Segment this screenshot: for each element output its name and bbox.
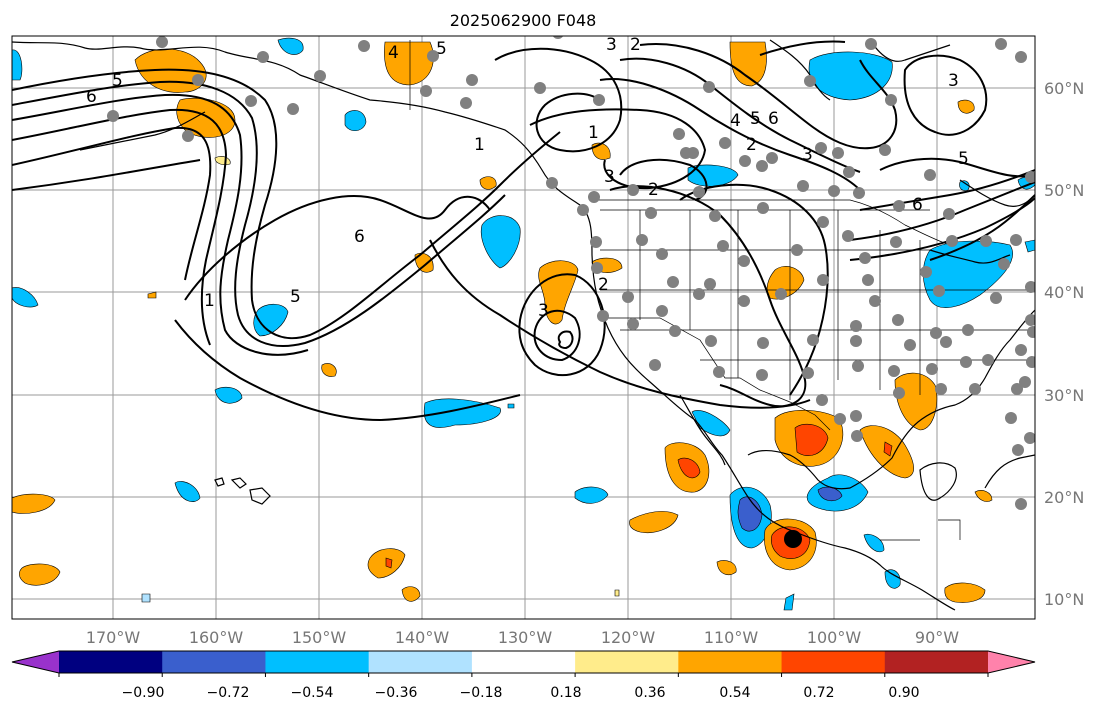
contour-label: 1: [588, 123, 599, 143]
lon-label: 130°W: [498, 628, 553, 647]
contour-label: 3: [604, 167, 615, 187]
colorbar-labels: −0.90 −0.72 −0.54 −0.36 −0.18 0.18 0.36 …: [122, 685, 920, 701]
contour-label: 5: [958, 149, 969, 169]
contour-label: 2: [630, 35, 641, 55]
colorbar-tick-label: 0.36: [634, 685, 665, 701]
lat-label: 40°N: [1044, 283, 1084, 302]
colorbar-extend-high: [988, 651, 1035, 673]
plot-frame: [11, 35, 1036, 620]
lat-label: 30°N: [1044, 386, 1084, 405]
colorbar-tick-label: −0.72: [207, 685, 250, 701]
lat-label: 60°N: [1044, 79, 1084, 98]
contour-label: 1: [474, 135, 485, 155]
contour-label: 3: [948, 71, 959, 91]
shaded-field: [12, 37, 1035, 611]
lat-label: 20°N: [1044, 488, 1084, 507]
colorbar-segment: [265, 651, 370, 673]
lat-label: 50°N: [1044, 181, 1084, 200]
lon-label: 100°W: [807, 628, 862, 647]
contour-labels: 6 5 4 5 3 2 1 3 2 3 4 5 6 3 6 1 5 2 3 5 …: [86, 35, 969, 321]
contour-label: 2: [746, 135, 757, 155]
colorbar-segment: [368, 651, 473, 673]
contour-label: 3: [802, 145, 813, 165]
contour-label: 6: [86, 87, 97, 107]
map-area: 6 5 4 5 3 2 1 3 2 3 4 5 6 3 6 1 5 2 3 5 …: [12, 35, 1035, 619]
contour-label: 3: [606, 35, 617, 55]
colorbar-tick-label: 0.90: [888, 685, 919, 701]
gridlines: [12, 36, 1035, 619]
colorbar-segment: [781, 651, 886, 673]
contour-label: 2: [648, 180, 659, 200]
contour-label: 4: [388, 43, 399, 63]
colorbar-segment: [575, 651, 679, 673]
colorbar-tick-label: 0.72: [803, 685, 834, 701]
lon-label: 160°W: [189, 628, 244, 647]
lon-label: 140°W: [395, 628, 450, 647]
colorbar-tick-label: −0.54: [291, 685, 334, 701]
latitude-labels: 60°N 50°N 40°N 30°N 20°N 10°N: [1044, 79, 1084, 609]
longitude-labels: 170°W 160°W 150°W 140°W 130°W 120°W 110°…: [86, 628, 959, 647]
contour-label: 1: [204, 291, 215, 311]
contour-label: 5: [290, 287, 301, 307]
colorbar-segment: [59, 651, 163, 673]
contour-label: 2: [598, 275, 609, 295]
contour-label: 5: [112, 71, 123, 91]
colorbar-segment: [162, 651, 266, 673]
contour-label: 6: [912, 195, 923, 215]
colorbar-extend-low: [12, 651, 59, 673]
contour-label: 5: [750, 109, 761, 129]
lat-label: 10°N: [1044, 590, 1084, 609]
colorbar-tick-label: −0.18: [460, 685, 503, 701]
colorbar-tick-label: 0.54: [719, 685, 750, 701]
colorbar-segment: [471, 651, 576, 673]
storm-marker: [784, 530, 802, 548]
coastlines: [12, 39, 1035, 611]
colorbar-tick-label: −0.36: [375, 685, 418, 701]
lon-label: 150°W: [292, 628, 347, 647]
lon-label: 170°W: [86, 628, 141, 647]
contour-label: 4: [730, 111, 741, 131]
contour-label: 6: [768, 109, 779, 129]
contours: [12, 40, 1035, 422]
lon-label: 110°W: [704, 628, 759, 647]
contour-label: 5: [436, 39, 447, 59]
chart-title: 2025062900 F048: [450, 11, 597, 30]
lon-label: 120°W: [601, 628, 656, 647]
colorbar-tick-label: 0.18: [550, 685, 581, 701]
colorbar-segment: [884, 651, 989, 673]
contour-label: 6: [354, 227, 365, 247]
station-dots: [107, 36, 1035, 510]
colorbar-tick-label: −0.90: [122, 685, 165, 701]
colorbar-segment: [678, 651, 783, 673]
lon-label: 90°W: [915, 628, 959, 647]
colorbar: [11, 650, 1036, 677]
contour-label: 3: [538, 301, 549, 321]
